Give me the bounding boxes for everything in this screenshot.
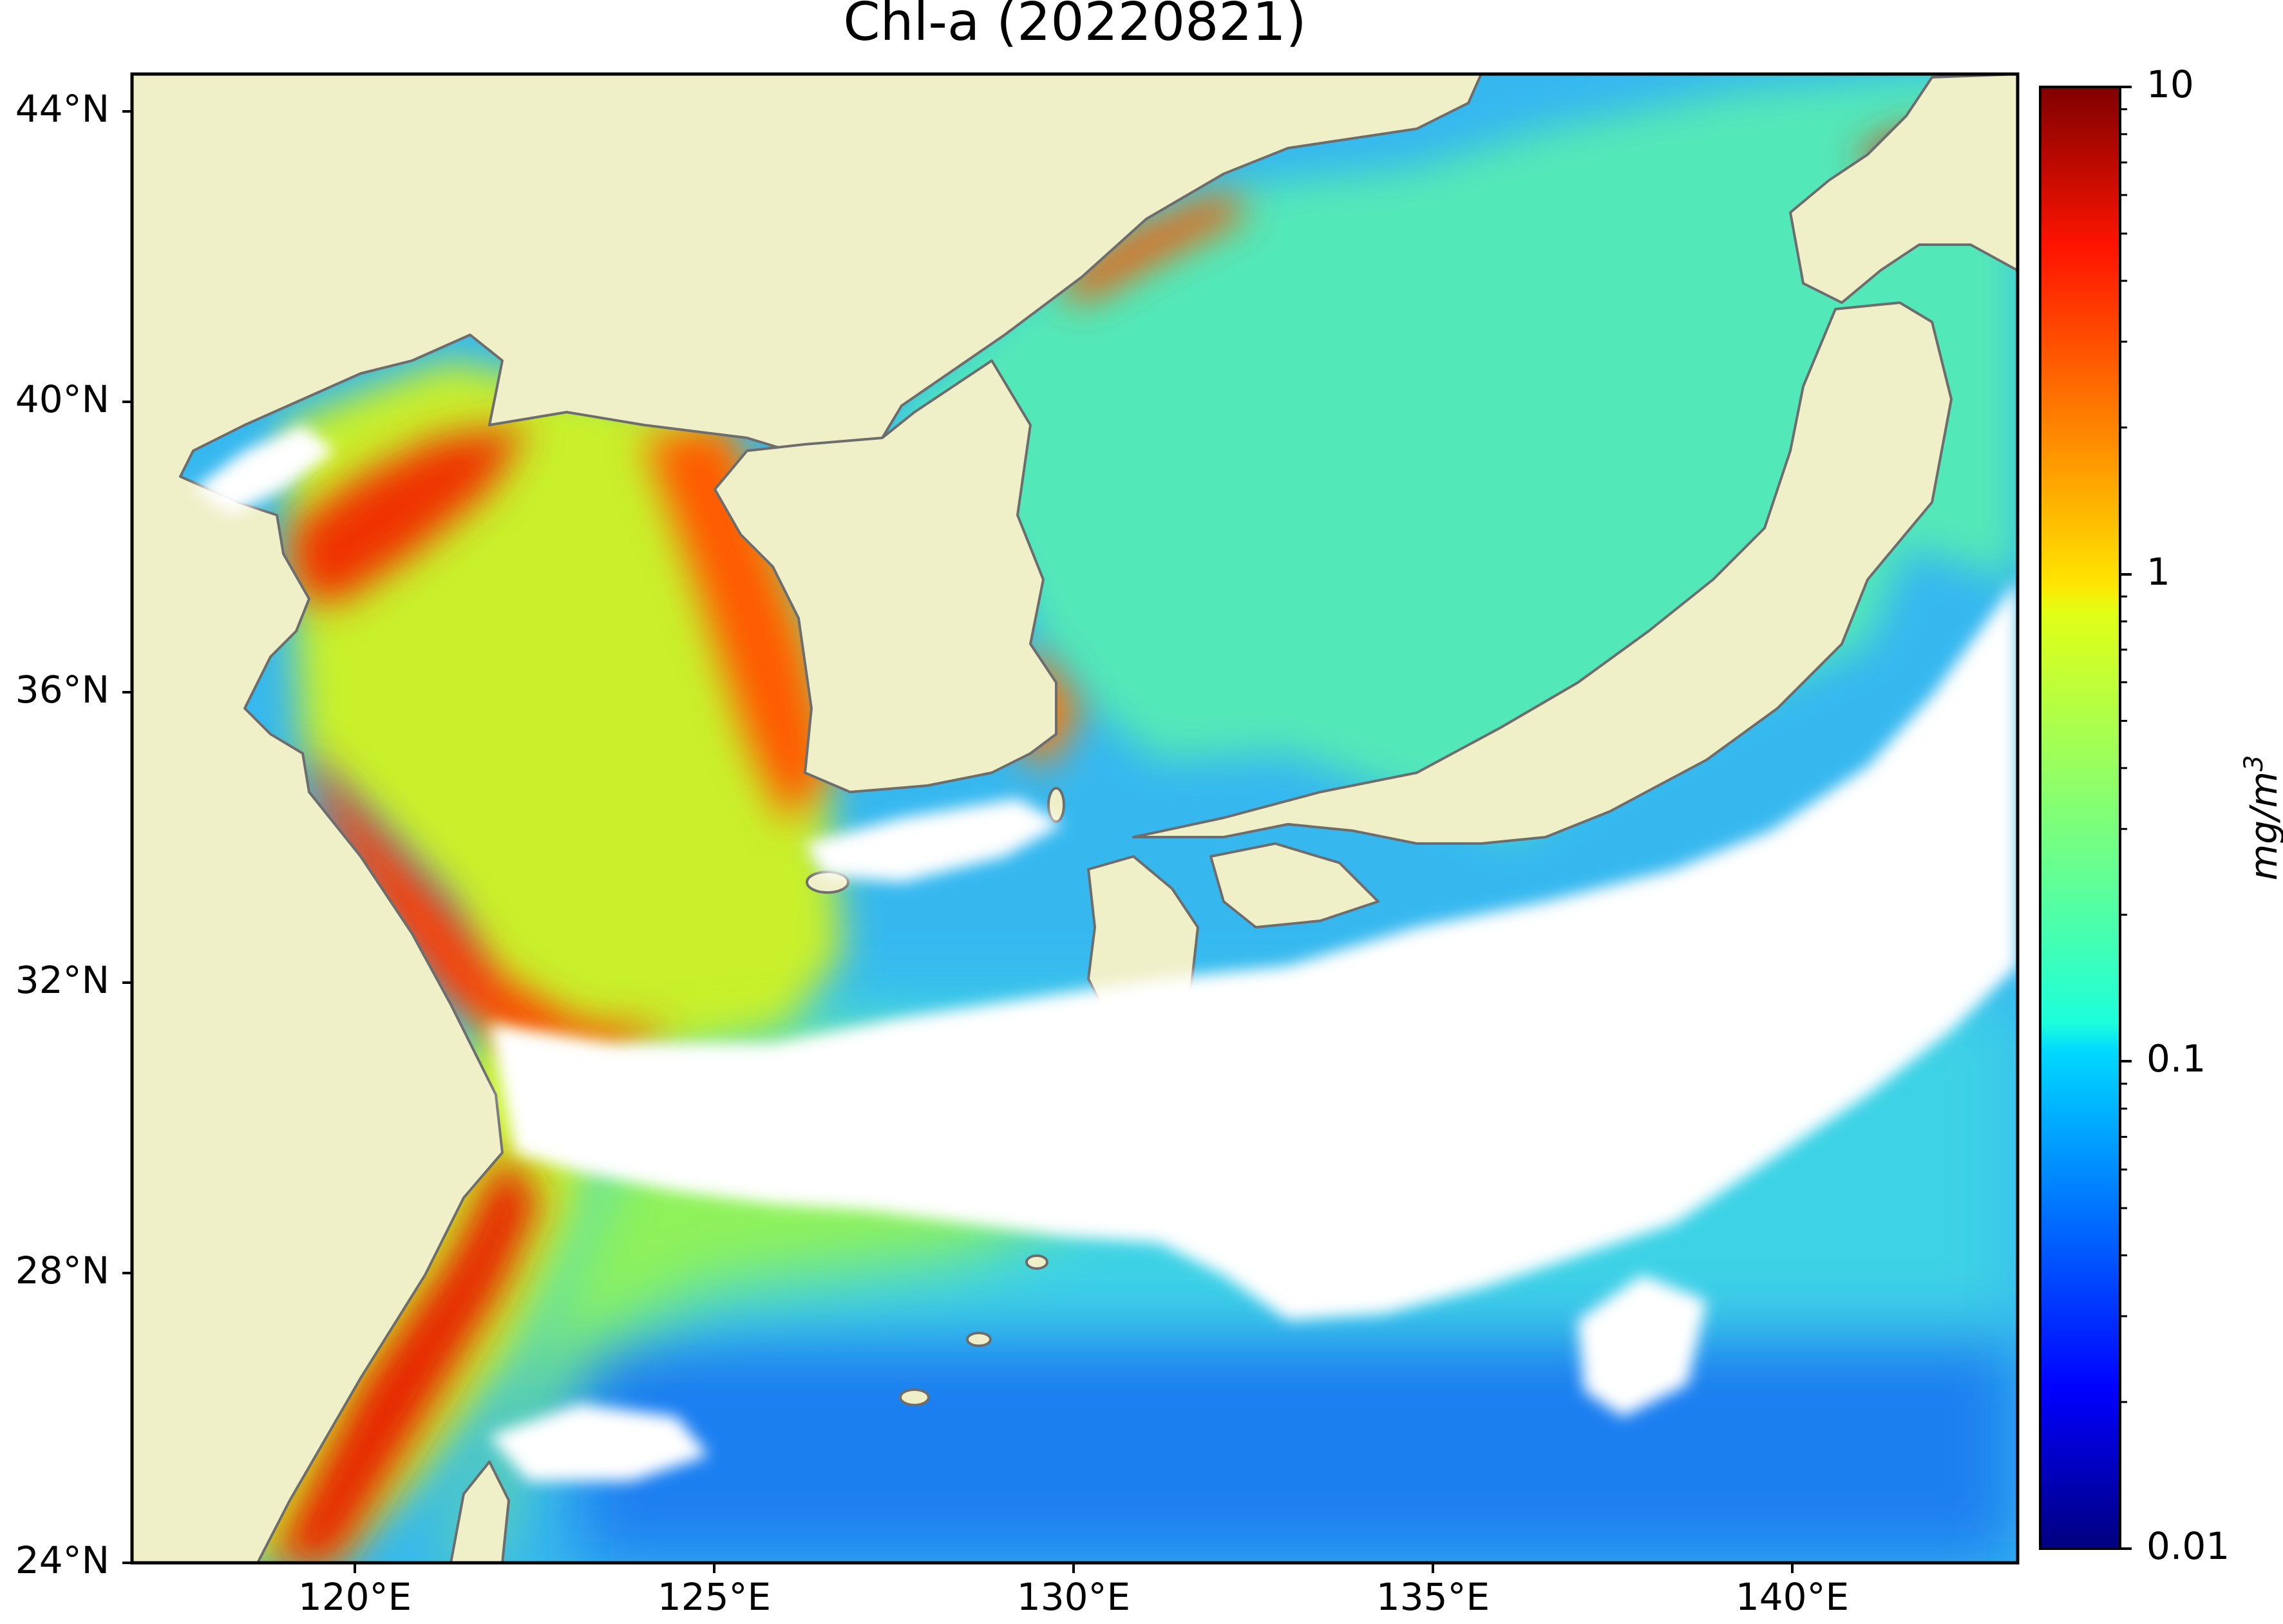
cloud-south bbox=[489, 1404, 708, 1481]
colorbar-gradient bbox=[2039, 86, 2121, 1550]
colorbar-minor-ticks bbox=[2120, 108, 2127, 1403]
land-honshu bbox=[1132, 301, 1953, 845]
map-panel bbox=[132, 74, 2018, 1563]
longitude-axis: 120°E 125°E 130°E 135°E 140°E bbox=[298, 1563, 1849, 1619]
latitude-axis: 44°N 40°N 36°N 32°N 28°N 24°N bbox=[15, 87, 132, 1582]
colorbar-label-superscript: 3 bbox=[2239, 755, 2269, 771]
colorbar: 10 1 0.1 0.01 mg/m3 bbox=[2039, 62, 2283, 1568]
cloud-korea-strait bbox=[805, 798, 1063, 882]
bohai-bloom bbox=[290, 425, 528, 605]
zhejiang-coast-bloom bbox=[270, 1153, 541, 1563]
korea-west-bloom bbox=[644, 425, 831, 824]
lat-label-40: 40°N bbox=[15, 377, 109, 421]
cloud-band-main bbox=[489, 580, 2018, 1320]
lat-label-24: 24°N bbox=[15, 1538, 109, 1582]
lon-label-120: 120°E bbox=[298, 1575, 412, 1619]
lat-label-32: 32°N bbox=[15, 958, 109, 1002]
colorbar-tick-0-01: 0.01 bbox=[2146, 1524, 2230, 1568]
cloud-east bbox=[1578, 1275, 1707, 1417]
primorye-coast-bloom bbox=[1056, 193, 1249, 303]
colorbar-tick-1: 1 bbox=[2146, 550, 2170, 594]
lon-label-125: 125°E bbox=[658, 1575, 771, 1619]
colorbar-tick-0-1: 0.1 bbox=[2146, 1037, 2206, 1081]
land-tsushima bbox=[1047, 787, 1065, 823]
lon-label-140: 140°E bbox=[1736, 1575, 1849, 1619]
cloud-bohai bbox=[193, 425, 335, 515]
ocean-south-deep bbox=[580, 1320, 2018, 1563]
figure-title: Chl-a (20220821) bbox=[843, 0, 1306, 53]
land-korea bbox=[714, 359, 1057, 793]
lat-label-28: 28°N bbox=[15, 1249, 109, 1292]
colorbar-label-unit: mg/m bbox=[2242, 771, 2283, 880]
lon-label-135: 135°E bbox=[1376, 1575, 1490, 1619]
lat-label-36: 36°N bbox=[15, 668, 109, 712]
land-shikoku bbox=[1209, 842, 1379, 929]
land-taiwan bbox=[450, 1460, 510, 1563]
lon-label-130: 130°E bbox=[1017, 1575, 1130, 1619]
cloud-cover bbox=[193, 425, 2018, 1481]
land-ryukyu-1 bbox=[899, 1388, 930, 1406]
land-hokkaido bbox=[1789, 74, 2018, 304]
lat-label-44: 44°N bbox=[15, 87, 109, 131]
colorbar-tick-10: 10 bbox=[2146, 62, 2194, 106]
colorbar-label: mg/m3 bbox=[2239, 755, 2283, 881]
land-ryukyu-3 bbox=[1025, 1254, 1048, 1270]
land-china bbox=[132, 74, 1483, 1563]
land-ryukyu-2 bbox=[966, 1332, 992, 1347]
